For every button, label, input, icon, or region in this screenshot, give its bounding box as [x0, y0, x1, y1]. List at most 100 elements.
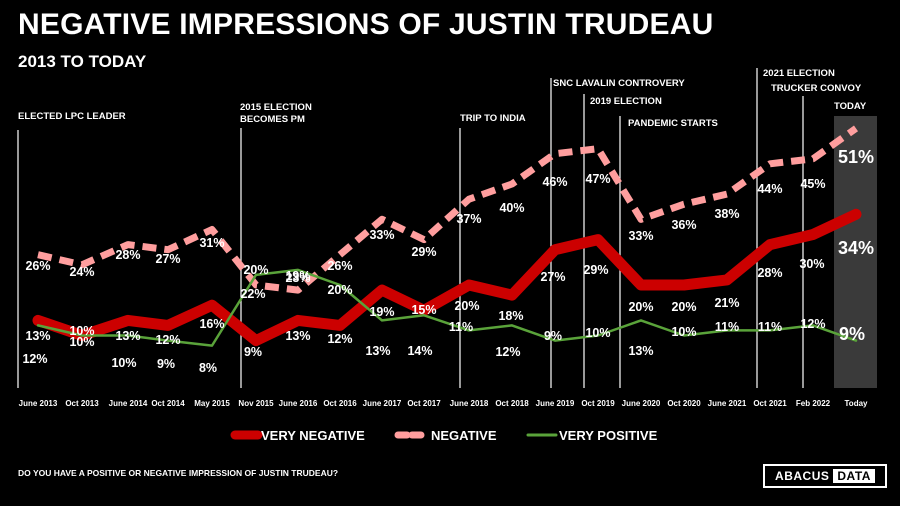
negative-data-label: 31% [199, 236, 224, 250]
negative-data-label: 37% [456, 212, 481, 226]
very-negative-series-line [32, 208, 862, 347]
very-positive-series-line [36, 268, 858, 347]
very-positive-data-label: 10% [69, 335, 94, 349]
very-positive-data-label: 13% [628, 344, 653, 358]
survey-question: DO YOU HAVE A POSITIVE OR NEGATIVE IMPRE… [18, 468, 339, 478]
negative-data-label: 24% [69, 265, 94, 279]
x-tick-label: Today [845, 399, 869, 408]
abacus-data-logo: ABACUS DATA [763, 464, 887, 488]
negative-data-label: 29% [411, 245, 436, 259]
x-tick-label: June 2021 [708, 399, 747, 408]
negative-data-label: 28% [115, 248, 140, 262]
very-negative-data-label: 20% [671, 300, 696, 314]
very-positive-data-label: 11% [758, 320, 782, 334]
x-tick-label: June 2019 [536, 399, 575, 408]
negative-data-label: 45% [800, 177, 825, 191]
negative-data-label: 26% [327, 259, 352, 273]
very-positive-data-label: 12% [495, 345, 520, 359]
very-negative-data-label: 18% [498, 309, 523, 323]
x-tick-label: Oct 2013 [65, 399, 99, 408]
x-tick-label: Oct 2021 [753, 399, 787, 408]
x-tick-label: June 2017 [363, 399, 402, 408]
chart-title: NEGATIVE IMPRESSIONS OF JUSTIN TRUDEAU [18, 8, 714, 41]
very-negative-data-label: 30% [799, 257, 824, 271]
negative-data-label: 46% [542, 175, 567, 189]
negative-data-label: 40% [499, 201, 524, 215]
very-negative-data-label: 21% [714, 296, 739, 310]
very-negative-data-label: 12% [327, 332, 352, 346]
very-positive-data-label: 9% [544, 329, 562, 343]
very-negative-data-label: 20% [628, 300, 653, 314]
event-label: TRUCKER CONVOY [771, 83, 862, 94]
very-negative-data-label: 20% [454, 299, 479, 313]
event-label: 2019 ELECTION [590, 96, 662, 107]
x-tick-label: Oct 2018 [495, 399, 529, 408]
very-negative-data-label: 28% [757, 266, 782, 280]
x-tick-label: Oct 2014 [151, 399, 185, 408]
very-negative-data-label: 13% [25, 329, 50, 343]
very-positive-data-label: 11% [715, 320, 739, 334]
logo-word-1: ABACUS [775, 469, 830, 483]
negative-data-label: 20% [243, 263, 268, 277]
x-tick-label: Oct 2017 [407, 399, 441, 408]
very-positive-data-label: 8% [199, 361, 217, 375]
x-tick-label: Oct 2016 [323, 399, 357, 408]
x-tick-label: June 2013 [19, 399, 58, 408]
very-negative-data-label: 13% [115, 329, 140, 343]
very-negative-data-label: 15% [411, 303, 436, 317]
very-positive-data-label: 14% [407, 344, 432, 358]
very-positive-data-label: 9% [157, 357, 175, 371]
very-positive-data-label: 12% [22, 352, 47, 366]
chart-subtitle: 2013 TO TODAY [18, 52, 147, 71]
logo-word-2: DATA [833, 469, 875, 483]
negative-data-label: 19% [285, 269, 310, 283]
event-label: 2015 ELECTION [240, 102, 312, 113]
legend-label: VERY POSITIVE [559, 428, 658, 443]
very-negative-data-label: 12% [155, 333, 180, 347]
very-negative-data-label: 19% [369, 305, 394, 319]
x-tick-label: June 2018 [450, 399, 489, 408]
event-label: 2021 ELECTION [763, 68, 835, 79]
x-tick-label: Oct 2019 [581, 399, 615, 408]
event-label: PANDEMIC STARTS [628, 118, 718, 129]
negative-data-label: 38% [714, 207, 739, 221]
very-positive-data-label: 9% [839, 324, 865, 344]
very-negative-data-label: 27% [540, 270, 565, 284]
legend-label: VERY NEGATIVE [261, 428, 365, 443]
very-positive-data-label: 10% [585, 326, 610, 340]
event-label: BECOMES PM [240, 114, 305, 125]
negative-data-label: 27% [155, 252, 180, 266]
negative-data-label: 47% [585, 172, 610, 186]
negative-data-label: 44% [757, 182, 782, 196]
x-tick-label: June 2020 [622, 399, 661, 408]
very-negative-data-label: 9% [244, 345, 262, 359]
very-negative-data-label: 10% [69, 324, 94, 338]
negative-data-label: 51% [838, 147, 874, 167]
very-negative-data-label: 13% [285, 329, 310, 343]
very-negative-data-label: 29% [583, 263, 608, 277]
event-label: ELECTED LPC LEADER [18, 111, 126, 122]
x-tick-label: June 2016 [279, 399, 318, 408]
x-tick-label: Feb 2022 [796, 399, 831, 408]
legend-label: NEGATIVE [431, 428, 497, 443]
today-highlight-band [834, 116, 877, 388]
very-positive-data-label: 12% [800, 317, 825, 331]
event-label: SNC LAVALIN CONTROVERY [553, 78, 685, 89]
negative-data-label: 36% [671, 218, 696, 232]
very-positive-data-label: 22% [240, 287, 265, 301]
very-negative-data-label: 16% [199, 317, 224, 331]
event-label: TODAY [834, 101, 867, 112]
negative-series-line [37, 125, 859, 294]
very-positive-data-label: 10% [671, 325, 696, 339]
negative-data-label: 33% [628, 229, 653, 243]
very-negative-data-label: 34% [838, 238, 874, 258]
very-positive-data-label: 10% [111, 356, 136, 370]
negative-data-label: 26% [25, 259, 50, 273]
x-tick-label: June 2014 [109, 399, 148, 408]
x-tick-label: May 2015 [194, 399, 230, 408]
very-positive-data-label: 13% [365, 344, 390, 358]
x-tick-label: Nov 2015 [238, 399, 274, 408]
event-label: TRIP TO INDIA [460, 113, 526, 124]
negative-data-label: 33% [369, 228, 394, 242]
